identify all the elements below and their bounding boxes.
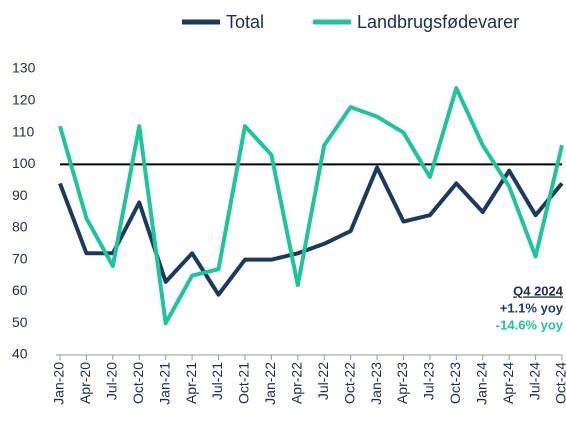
y-tick-label: 60 [12,282,28,298]
x-tick-label: Oct-24 [553,362,566,404]
x-tick-label: Oct-21 [236,362,252,404]
y-tick-label: 120 [12,91,36,107]
y-tick-label: 100 [12,155,36,171]
legend-label: Total [226,12,264,32]
annotation: +1.1% yoy [500,300,564,315]
y-tick-label: 90 [12,187,28,203]
series-line [58,86,564,326]
x-tick-label: Jan-22 [262,362,278,405]
x-tick-label: Jul-20 [104,362,120,400]
y-tick-label: 80 [12,219,28,235]
x-tick-label: Oct-22 [341,362,357,404]
x-tick-label: Apr-21 [183,362,199,404]
series-line [58,165,564,297]
y-tick-label: 50 [12,314,28,330]
x-tick-label: Oct-20 [130,362,146,404]
annotation: -14.6% yoy [496,317,564,332]
x-tick-label: Apr-22 [288,362,304,404]
annotation: Q4 2024 [513,283,564,298]
y-tick-label: 130 [12,60,36,76]
legend-label: Landbrugsfødevarer [357,12,519,32]
x-tick-label: Jul-21 [209,362,225,400]
x-tick-label: Apr-20 [77,362,93,404]
y-tick-label: 110 [12,123,35,139]
x-tick-label: Jan-23 [368,362,384,405]
x-tick-label: Jan-21 [156,362,172,405]
x-tick-label: Jul-22 [315,362,331,400]
x-tick-label: Apr-24 [500,362,516,404]
x-tick-label: Jan-20 [51,362,67,405]
y-tick-label: 70 [12,250,28,266]
x-tick-label: Jul-24 [526,362,542,400]
x-tick-label: Jul-23 [421,362,437,400]
x-tick-label: Apr-23 [394,362,410,404]
x-tick-label: Oct-23 [447,362,463,404]
x-tick-label: Jan-24 [473,362,489,405]
y-tick-label: 40 [12,346,28,362]
